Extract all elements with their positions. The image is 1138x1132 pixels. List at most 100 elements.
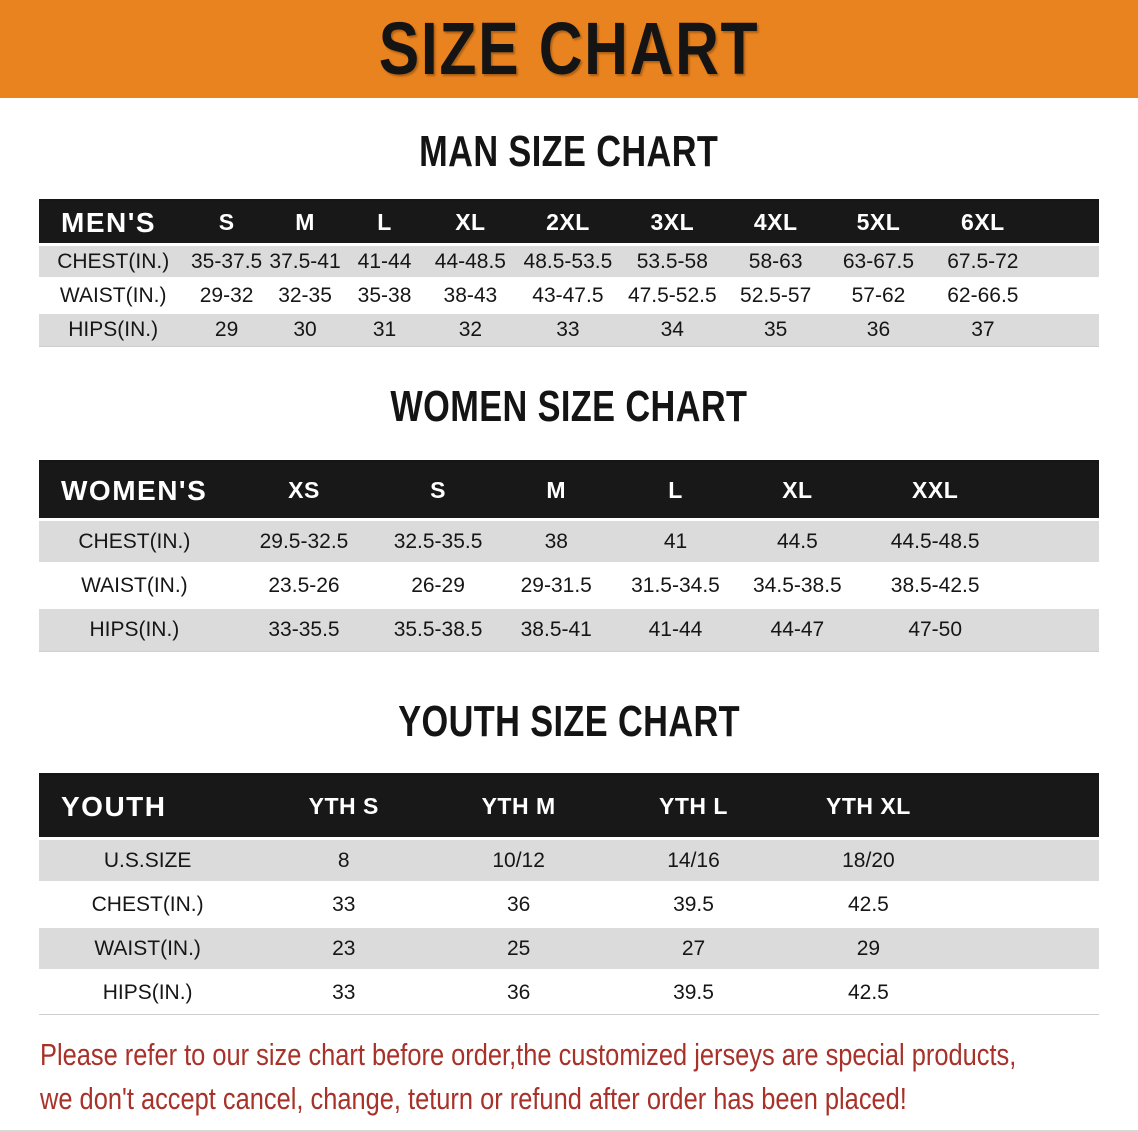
size-cell: 41-44: [648, 618, 703, 641]
size-cell: 36: [506, 892, 531, 916]
page-title: SIZE CHART: [378, 7, 760, 90]
section-heading-women: WOMEN SIZE CHART: [0, 383, 1138, 438]
row-filler-cell: [1035, 245, 1099, 279]
size-cell: 42.5: [847, 981, 889, 1004]
size-cell: 47.5-52.5: [627, 283, 717, 307]
table-header-row: MEN'S S M L XL 2XL 3XL 4XL 5XL 6XL: [39, 200, 1099, 245]
size-cell: 33: [556, 318, 580, 341]
header-filler-cell: [1035, 201, 1099, 245]
row-filler-cell: [1012, 520, 1099, 564]
row-label: U.S.SIZE: [103, 848, 192, 872]
row-label: HIPS(IN.): [89, 618, 180, 641]
disclaimer-line-2: we don't accept cancel, change, teturn o…: [40, 1081, 907, 1116]
row-filler-cell: [956, 927, 1099, 971]
row-filler-cell: [1035, 279, 1099, 313]
size-cell: 48.5-53.5: [523, 249, 613, 273]
row-filler-cell: [956, 883, 1099, 927]
size-cell: 14/16: [667, 848, 720, 872]
size-column-header: XL: [455, 209, 486, 235]
size-cell: 31.5-34.5: [631, 573, 720, 597]
disclaimer: Please refer to our size chart before or…: [40, 1033, 1138, 1121]
size-cell: 8: [337, 848, 350, 872]
size-cell: 35-37.5: [190, 249, 263, 273]
size-sections-container: MAN SIZE CHART MEN'S S M L XL 2XL 3XL 4XL 5XL 6XL C…: [0, 128, 1138, 1015]
size-cell: 53.5-58: [636, 249, 708, 273]
men-size-table: MEN'S S M L XL 2XL 3XL 4XL 5XL 6XL CHEST(IN.) 35-37…: [39, 199, 1099, 347]
size-column-header: YTH M: [481, 793, 556, 819]
size-cell: 29-31.5: [520, 573, 592, 597]
banner: SIZE CHART: [0, 0, 1138, 98]
size-cell: 37: [971, 318, 995, 341]
size-cell: 18/20: [842, 848, 895, 872]
size-cell: 26-29: [411, 573, 465, 597]
table-header-row: WOMEN'S XS S M L XL XXL: [39, 461, 1099, 520]
row-label: WAIST(IN.): [81, 573, 188, 597]
row-label: CHEST(IN.): [91, 892, 204, 916]
size-column-header: S: [430, 477, 446, 503]
size-cell: 23.5-26: [268, 573, 340, 597]
size-cell: 36: [506, 981, 531, 1004]
size-cell: 44-47: [770, 618, 825, 641]
section-heading-text: YOUTH SIZE CHART: [398, 697, 740, 746]
row-filler-cell: [956, 971, 1099, 1015]
size-cell: 32-35: [278, 283, 332, 307]
women-table-title: WOMEN'S: [61, 474, 208, 506]
size-column-header: S: [218, 209, 235, 235]
size-column-header: XXL: [912, 477, 959, 503]
row-label: HIPS(IN.): [102, 981, 193, 1004]
youth-table-title: YOUTH: [61, 790, 167, 822]
size-column-header: 5XL: [856, 209, 901, 235]
size-cell: 29-32: [199, 283, 254, 307]
row-label: HIPS(IN.): [68, 318, 159, 341]
table-row: CHEST(IN.) 33 36 39.5 42.5: [39, 882, 1099, 927]
table-row: HIPS(IN.) 33 36 39.5 42.5: [39, 970, 1099, 1015]
size-cell: 30: [293, 318, 317, 341]
row-label: CHEST(IN.): [78, 529, 191, 553]
size-cell: 34.5-38.5: [753, 573, 842, 597]
size-cell: 44.5-48.5: [890, 529, 980, 553]
size-cell: 47-50: [908, 618, 963, 641]
row-label: WAIST(IN.): [59, 283, 167, 307]
size-cell: 35.5-38.5: [393, 618, 483, 641]
size-cell: 27: [681, 936, 706, 960]
disclaimer-line-1: Please refer to our size chart before or…: [40, 1037, 1017, 1072]
women-size-table: WOMEN'S XS S M L XL XXL CHEST(IN.) 29.5-32.5 32.5…: [39, 460, 1099, 652]
size-cell: 41: [663, 529, 688, 553]
size-cell: 23: [332, 936, 356, 960]
size-cell: 34: [660, 318, 684, 341]
size-column-header: XS: [288, 477, 320, 503]
size-cell: 39.5: [673, 892, 714, 916]
size-cell: 31: [372, 318, 397, 341]
row-filler-cell: [956, 839, 1099, 883]
size-section-youth: YOUTH SIZE CHART YOUTH YTH S YTH M YTH L YTH …: [0, 698, 1138, 1015]
size-cell: 41-44: [357, 249, 412, 273]
size-column-header: L: [377, 209, 392, 235]
size-column-header: 4XL: [753, 209, 798, 235]
table-row: WAIST(IN.) 23.5-26 26-29 29-31.5 31.5-34.5 34…: [39, 563, 1099, 608]
row-filler-cell: [1012, 564, 1099, 608]
section-heading-text: MAN SIZE CHART: [419, 127, 719, 176]
row-filler-cell: [1035, 313, 1099, 347]
size-cell: 38-43: [443, 283, 498, 307]
size-cell: 39.5: [673, 981, 714, 1004]
row-filler-cell: [1012, 608, 1099, 652]
size-cell: 63-67.5: [842, 249, 915, 273]
section-heading-men: MAN SIZE CHART: [0, 128, 1138, 183]
size-cell: 29: [856, 936, 881, 960]
youth-size-table: YOUTH YTH S YTH M YTH L YTH XL U.S.SIZE 8 10/12…: [39, 773, 1099, 1015]
size-cell: 67.5-72: [947, 249, 1019, 273]
size-cell: 62-66.5: [947, 283, 1019, 307]
size-cell: 29: [214, 318, 239, 341]
size-cell: 36: [866, 318, 891, 341]
size-cell: 32: [458, 318, 483, 341]
table-header-row: YOUTH YTH S YTH M YTH L YTH XL: [39, 774, 1099, 839]
section-heading-text: WOMEN SIZE CHART: [390, 382, 748, 431]
size-cell: 33-35.5: [268, 618, 340, 641]
table-row: CHEST(IN.) 29.5-32.5 32.5-35.5 38 41 44.5 44.5…: [39, 519, 1099, 564]
table-row: HIPS(IN.) 33-35.5 35.5-38.5 38.5-41 41-44 44-…: [39, 607, 1099, 652]
size-cell: 38.5-41: [520, 618, 592, 641]
table-row: CHEST(IN.) 35-37.5 37.5-41 41-44 44-48.5 48.5…: [39, 244, 1099, 279]
size-column-header: M: [546, 477, 567, 503]
size-cell: 52.5-57: [740, 283, 812, 307]
